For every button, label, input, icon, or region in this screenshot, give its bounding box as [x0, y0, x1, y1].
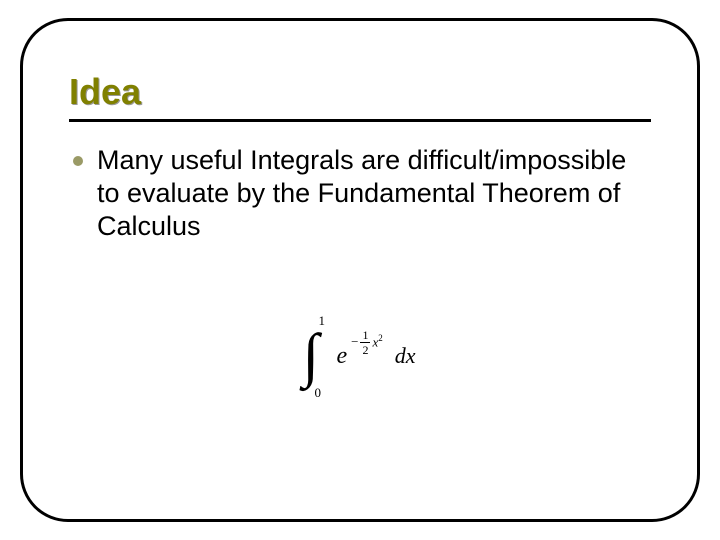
bullet-icon	[73, 156, 83, 166]
slide-frame: Idea Many useful Integrals are difficult…	[20, 18, 700, 522]
integral-sign-block: 1 ∫ 0	[304, 321, 330, 391]
exponent-x-squared: x2	[372, 333, 382, 350]
slide-title: Idea	[69, 71, 651, 113]
exponent-fraction: 1 2	[360, 329, 370, 356]
integral-symbol: ∫	[302, 325, 318, 385]
formula-row: 1 ∫ 0 e − 1 2 x2 dx	[304, 321, 415, 391]
exponent-minus: −	[351, 334, 358, 350]
exp-base-e: e	[336, 343, 347, 370]
integral-upper-limit: 1	[318, 313, 325, 329]
title-underline	[69, 119, 651, 122]
body-bullet-row: Many useful Integrals are difficult/impo…	[69, 144, 651, 243]
slide: Idea Many useful Integrals are difficult…	[0, 0, 720, 540]
dx: dx	[395, 343, 416, 369]
fraction-numerator: 1	[360, 329, 370, 341]
exponent: − 1 2 x2	[351, 329, 383, 356]
integral-formula: 1 ∫ 0 e − 1 2 x2 dx	[23, 321, 697, 396]
body-text: Many useful Integrals are difficult/impo…	[97, 144, 651, 243]
integral-lower-limit: 0	[314, 385, 321, 401]
exponent-power: 2	[378, 333, 383, 343]
fraction-denominator: 2	[360, 344, 370, 356]
